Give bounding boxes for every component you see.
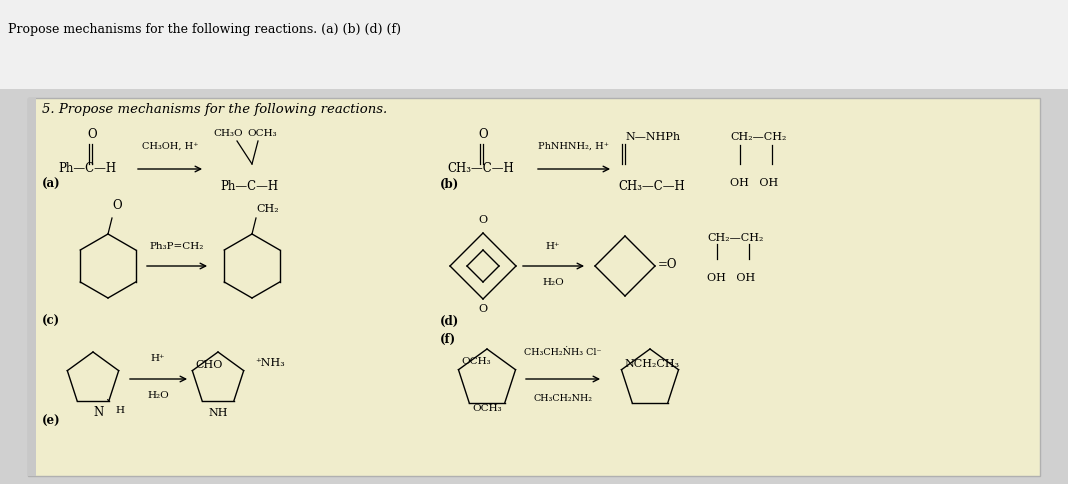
Text: (d): (d)	[440, 315, 459, 328]
Text: O: O	[478, 215, 488, 225]
Text: PhNHNH₂, H⁺: PhNHNH₂, H⁺	[538, 142, 610, 151]
Text: CH₃—C—H: CH₃—C—H	[618, 180, 685, 193]
Text: Ph₃P=CH₂: Ph₃P=CH₂	[150, 242, 204, 251]
Text: (e): (e)	[42, 414, 61, 427]
Text: H₂O: H₂O	[543, 278, 564, 287]
Text: CH₂: CH₂	[256, 204, 279, 214]
Text: CH₃O: CH₃O	[213, 130, 242, 138]
Text: N—NHPh: N—NHPh	[625, 132, 680, 142]
Text: Propose mechanisms for the following reactions. (a) (b) (d) (f): Propose mechanisms for the following rea…	[7, 22, 400, 35]
Text: H⁺: H⁺	[546, 242, 561, 251]
Text: CHO: CHO	[195, 360, 223, 370]
Text: (a): (a)	[42, 178, 61, 191]
Text: OCH₃: OCH₃	[461, 357, 491, 366]
Text: 5. Propose mechanisms for the following reactions.: 5. Propose mechanisms for the following …	[42, 103, 388, 116]
Text: NH: NH	[208, 408, 227, 418]
Text: H⁺: H⁺	[151, 354, 166, 363]
Text: O: O	[88, 128, 97, 141]
Text: CH₂—CH₂: CH₂—CH₂	[707, 233, 764, 243]
Text: CH₂—CH₂: CH₂—CH₂	[731, 132, 786, 142]
Text: O: O	[478, 304, 488, 314]
FancyBboxPatch shape	[28, 98, 1040, 476]
Text: CH₃OH, H⁺: CH₃OH, H⁺	[142, 142, 199, 151]
FancyBboxPatch shape	[28, 98, 36, 476]
Text: CH₃CH₂ṄH₃ Cl⁻: CH₃CH₂ṄH₃ Cl⁻	[524, 348, 601, 357]
Text: O: O	[112, 199, 122, 212]
Text: =O: =O	[658, 257, 677, 271]
Text: O: O	[478, 128, 488, 141]
Text: NCH₂CH₃: NCH₂CH₃	[625, 359, 679, 369]
Text: OCH₃: OCH₃	[247, 130, 277, 138]
Text: CH₃—C—H: CH₃—C—H	[447, 163, 514, 176]
Text: N: N	[94, 406, 104, 419]
Text: Ph—C—H: Ph—C—H	[220, 180, 278, 193]
FancyBboxPatch shape	[0, 0, 1068, 89]
Text: OH   OH: OH OH	[707, 273, 755, 283]
Text: OH   OH: OH OH	[731, 178, 779, 188]
Text: CH₃CH₂NH₂: CH₃CH₂NH₂	[534, 394, 593, 403]
Text: (f): (f)	[440, 333, 456, 346]
Text: (b): (b)	[440, 178, 459, 191]
Text: OCH₃: OCH₃	[472, 404, 502, 413]
Text: ⁺NH₃: ⁺NH₃	[255, 358, 285, 368]
Text: H₂O: H₂O	[147, 391, 169, 400]
Text: Ph—C—H: Ph—C—H	[58, 163, 116, 176]
Text: H: H	[115, 406, 125, 415]
Text: (c): (c)	[42, 315, 60, 328]
